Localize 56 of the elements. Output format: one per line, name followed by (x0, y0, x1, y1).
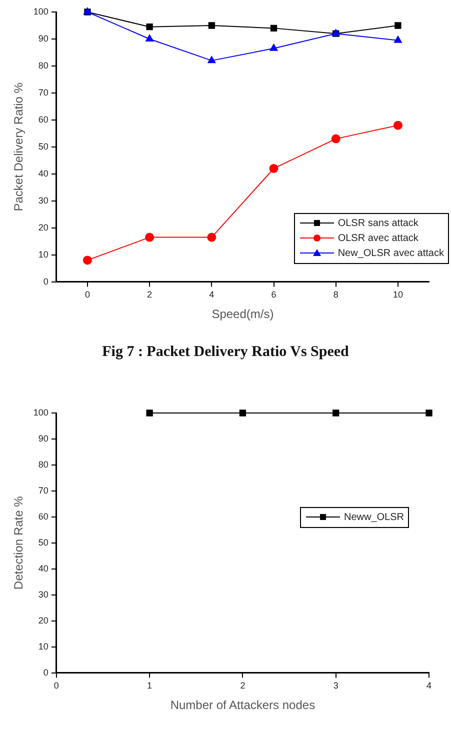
y-tick-label: 60 (38, 114, 48, 124)
y-tick-label: 40 (38, 563, 48, 574)
y-tick-label: 80 (38, 60, 48, 70)
y-tick-label: 50 (38, 141, 48, 152)
x-tick-label: 4 (209, 290, 214, 300)
y-axis-title: Detection Rate % (12, 496, 26, 590)
point (146, 34, 154, 42)
x-tick-label: 10 (392, 290, 403, 300)
x-tick-label: 3 (333, 680, 338, 691)
y-tick-label: 30 (38, 195, 48, 206)
legend-label: New_OLSR avec attack (338, 246, 444, 261)
y-tick-label: 70 (38, 485, 48, 496)
point (270, 44, 278, 51)
x-tick-label: 0 (84, 290, 90, 300)
x-axis-title: Speed(m/s) (212, 307, 274, 322)
y-tick-label: 0 (43, 276, 48, 286)
point (270, 24, 278, 32)
x-tick-label: 0 (54, 680, 59, 691)
y-tick-label: 40 (38, 168, 48, 178)
point (82, 256, 92, 265)
y-axis-title: Packet Delivery Ratio % (12, 82, 26, 212)
y-tick-label: 20 (38, 615, 48, 626)
point (393, 120, 402, 130)
x-tick-label: 2 (147, 290, 152, 300)
point (208, 56, 216, 64)
legend-label: Neww_OLSR (344, 510, 404, 525)
y-tick-label: 90 (38, 33, 48, 44)
y-tick-label: 20 (38, 222, 48, 232)
x-tick-label: 4 (426, 680, 432, 691)
point (394, 36, 402, 43)
y-tick-label: 10 (38, 249, 48, 260)
y-tick-label: 50 (38, 537, 48, 548)
y-tick-label: 100 (33, 407, 48, 418)
point (331, 134, 340, 144)
point (394, 22, 402, 29)
text: Fig 7 : Packet Delivery Ratio Vs Speed (101, 344, 350, 361)
y-tick-label: 60 (38, 511, 48, 522)
x-axis-title: Number of Attackers nodes (170, 698, 316, 712)
y-tick-label: 90 (38, 433, 48, 444)
point (146, 24, 153, 30)
x-tick-label: 8 (333, 290, 338, 300)
x-tick-label: 1 (147, 680, 152, 691)
y-tick-label: 70 (38, 87, 48, 98)
x-tick-label: 2 (240, 680, 246, 691)
y-tick-label: 10 (38, 641, 48, 652)
point (269, 164, 278, 173)
y-tick-label: 0 (43, 667, 48, 678)
x-tick-label: 6 (271, 290, 276, 300)
point (145, 232, 154, 242)
y-tick-label: 100 (33, 6, 48, 16)
y-tick-label: 30 (38, 589, 48, 600)
legend-label: OLSR sans attack (338, 216, 418, 231)
legend-label: OLSR avec attack (338, 232, 418, 246)
point (208, 22, 215, 29)
point (207, 232, 216, 242)
y-tick-label: 80 (38, 459, 48, 470)
